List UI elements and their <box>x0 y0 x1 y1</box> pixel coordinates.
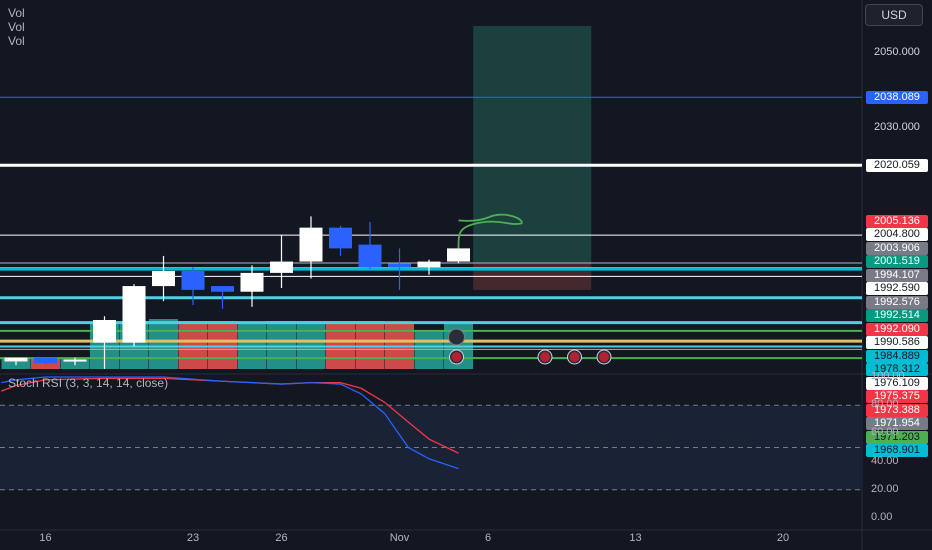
rsi-tick-label: 40.00 <box>871 454 899 467</box>
flag-icon <box>451 352 462 362</box>
price-label: 1971.954 <box>866 417 928 431</box>
price-label: 1992.514 <box>866 309 928 323</box>
volume-label-1: Vol <box>8 6 25 20</box>
volume-bar <box>178 321 208 369</box>
candle-body <box>270 261 293 273</box>
price-label: 2001.519 <box>866 255 928 269</box>
price-label: 1968.901 <box>866 444 928 458</box>
price-label: 1994.107 <box>866 268 928 282</box>
rsi-tick-label: 20.00 <box>871 482 899 495</box>
time-tick-label: 16 <box>39 532 52 544</box>
volume-bar <box>414 331 444 369</box>
price-label: 1976.109 <box>866 376 928 390</box>
volume-label-2: Vol <box>8 20 25 34</box>
candle-body <box>358 244 382 268</box>
candle-body <box>329 227 352 249</box>
price-label: 1992.590 <box>866 282 928 296</box>
candle-body <box>299 227 323 262</box>
candle-body <box>4 357 28 362</box>
volume-bar <box>237 322 267 369</box>
price-label: 1978.312 <box>866 363 928 377</box>
rsi-band-fill <box>0 405 862 490</box>
time-tick-label: 26 <box>275 532 288 544</box>
stoch-k-line <box>1 376 459 470</box>
candle-body <box>122 286 146 343</box>
rsi-tick-label: 100.00 <box>871 370 905 382</box>
flag-icon <box>599 352 609 362</box>
volume-bar <box>149 319 178 369</box>
rsi-tick-label: 80.00 <box>871 398 899 411</box>
price-label: 2004.800 <box>866 228 928 242</box>
price-label: 1992.576 <box>866 295 928 309</box>
price-label: 2003.906 <box>866 241 928 255</box>
price-label: 2050.000 <box>874 45 920 58</box>
price-label: 2005.136 <box>866 214 928 228</box>
candle-body <box>181 271 205 290</box>
target-zone <box>473 26 592 264</box>
price-label: 1992.090 <box>866 322 928 336</box>
volume-bar <box>385 322 414 369</box>
time-tick-label: 20 <box>776 532 790 544</box>
time-tick-label: Nov <box>389 532 410 544</box>
volume-bar <box>296 321 326 369</box>
rsi-tick-label: 60.00 <box>871 426 899 439</box>
currency-button[interactable]: USD <box>865 4 923 26</box>
flag-icon <box>569 352 580 362</box>
candle-body <box>63 359 87 362</box>
price-label: 1990.586 <box>866 336 928 350</box>
volume-bar <box>355 321 385 369</box>
volume-bar <box>326 321 355 369</box>
time-tick-label: 23 <box>186 532 200 544</box>
price-label: 1975.375 <box>866 390 928 404</box>
candle-body <box>93 320 116 343</box>
price-label: 2030.000 <box>874 121 920 134</box>
candle-body <box>152 271 175 287</box>
time-tick-label: 13 <box>629 532 642 544</box>
candle-body <box>447 248 470 262</box>
lightning-icon <box>448 328 465 346</box>
stoch-rsi-title: Stoch RSI (3, 3, 14, 14, close) <box>8 376 169 390</box>
flag-icon <box>540 352 550 362</box>
time-tick-label: 6 <box>484 532 492 544</box>
candle-body <box>388 263 411 268</box>
price-label: 1984.889 <box>866 349 928 363</box>
volume-bar <box>208 321 237 369</box>
candle-body <box>211 286 234 292</box>
candle-body <box>240 272 264 292</box>
volume-label-3: Vol <box>8 34 25 48</box>
candle-body <box>34 357 57 364</box>
rsi-tick-label: 0.00 <box>871 511 893 523</box>
candle-body <box>417 261 441 268</box>
drawn-projection <box>457 213 523 249</box>
price-label: 2038.089 <box>866 90 928 104</box>
price-label: 1971.203 <box>866 430 928 444</box>
volume-bar <box>267 321 296 369</box>
price-label: 1973.388 <box>866 403 928 417</box>
price-label: 2020.059 <box>866 158 928 172</box>
